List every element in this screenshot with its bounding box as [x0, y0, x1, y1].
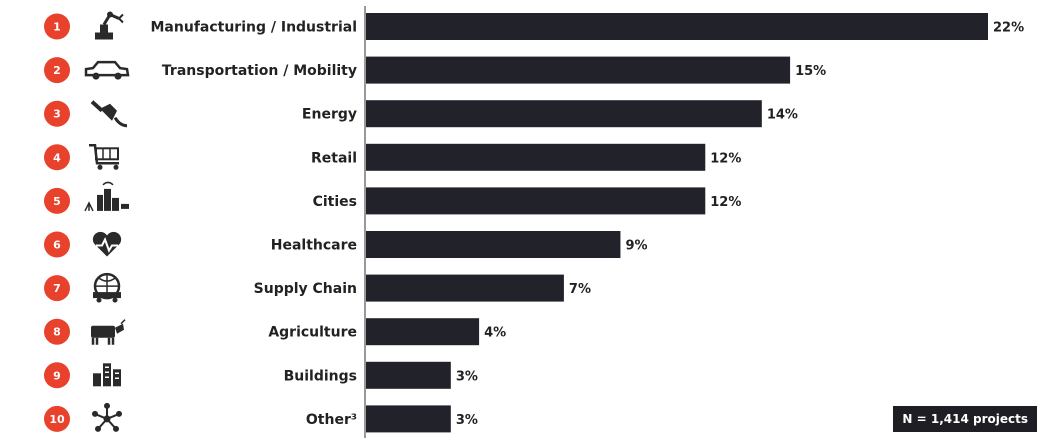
- bar-row: 3 Energy 14%: [44, 100, 798, 128]
- bar: [366, 143, 706, 171]
- category-label: Agriculture: [268, 325, 357, 341]
- bar: [366, 318, 480, 346]
- rank-number: 7: [53, 282, 61, 295]
- value-label: 12%: [710, 195, 741, 210]
- rank-badge-circle: [44, 13, 70, 40]
- globe-truck-icon: [93, 272, 121, 303]
- rank-number: 8: [53, 326, 61, 339]
- rank-badge-circle: [44, 144, 70, 171]
- value-label: 7%: [569, 282, 591, 297]
- rank-badge: 2: [44, 57, 70, 84]
- rank-badge: 10: [44, 405, 70, 432]
- rank-badge-circle: [44, 57, 70, 84]
- rank-badge: 5: [44, 187, 70, 214]
- rank-badge-circle: [44, 275, 70, 302]
- category-label: Healthcare: [271, 238, 357, 254]
- rank-number: 10: [49, 413, 65, 426]
- bar-row: 2 Transportation / Mobility 15%: [44, 56, 826, 84]
- value-label: 4%: [484, 326, 506, 341]
- bar: [366, 405, 451, 433]
- value-label: 9%: [625, 239, 647, 254]
- value-label: 22%: [993, 21, 1024, 36]
- category-label: Transportation / Mobility: [162, 63, 357, 79]
- rank-badge: 4: [44, 144, 70, 171]
- heart-pulse-icon: [92, 231, 122, 257]
- category-label: Retail: [311, 150, 357, 166]
- cow-icon: [91, 319, 126, 345]
- value-label: 14%: [767, 108, 798, 123]
- bar-row: 9 Buildings 3%: [44, 361, 478, 389]
- rank-badge-circle: [44, 362, 70, 389]
- rank-number: 4: [53, 151, 61, 164]
- category-label: Manufacturing / Industrial: [151, 20, 358, 36]
- value-label: 12%: [710, 151, 741, 166]
- value-label: 15%: [795, 64, 826, 79]
- bar-row: 10 Other³ 3%: [44, 402, 478, 433]
- bar-row: 1 Manufacturing / Industrial 22%: [44, 11, 1024, 40]
- bar: [366, 231, 621, 258]
- rank-badge: 6: [44, 231, 70, 258]
- rank-number: 9: [53, 369, 61, 382]
- rank-badge: 8: [44, 318, 70, 345]
- rank-badge-circle: [44, 187, 70, 214]
- bar: [366, 56, 791, 84]
- rank-badge-circle: [44, 318, 70, 345]
- value-label: 3%: [456, 413, 478, 428]
- bar-row: 4 Retail 12%: [44, 143, 741, 171]
- rank-badge: 7: [44, 275, 70, 302]
- category-label: Other³: [306, 412, 357, 428]
- bar-row: 8 Agriculture 4%: [44, 318, 506, 346]
- rank-number: 3: [53, 108, 61, 121]
- bar: [366, 274, 564, 302]
- robot-arm-icon: [95, 11, 124, 40]
- network-nodes-icon: [92, 402, 122, 432]
- rank-number: 1: [53, 21, 61, 34]
- rank-badge-circle: [44, 100, 70, 127]
- rank-badge: 3: [44, 100, 70, 127]
- bar: [366, 100, 762, 128]
- category-label: Buildings: [284, 368, 357, 384]
- bar-row: 6 Healthcare 9%: [44, 231, 648, 258]
- rank-badge: 9: [44, 362, 70, 389]
- bar: [366, 187, 706, 215]
- sample-size-note: N = 1,414 projects: [893, 406, 1037, 432]
- value-label: 3%: [456, 369, 478, 384]
- power-plug-icon: [90, 100, 128, 128]
- category-label: Supply Chain: [254, 281, 357, 297]
- category-label: Energy: [302, 107, 357, 123]
- buildings-icon: [93, 363, 121, 387]
- rank-badge-circle: [44, 405, 70, 432]
- category-label: Cities: [313, 194, 357, 210]
- bar-row: 5 Cities 12%: [44, 181, 741, 215]
- bar: [366, 361, 451, 389]
- car-icon: [84, 60, 130, 80]
- rank-number: 6: [53, 239, 61, 252]
- shopping-cart-icon: [89, 144, 119, 170]
- rank-badge: 1: [44, 13, 70, 40]
- rank-number: 5: [53, 195, 61, 208]
- bar: [366, 13, 988, 40]
- rank-number: 2: [53, 64, 61, 77]
- bar-row: 7 Supply Chain 7%: [44, 272, 591, 303]
- rank-badge-circle: [44, 231, 70, 258]
- city-icon: [84, 181, 129, 212]
